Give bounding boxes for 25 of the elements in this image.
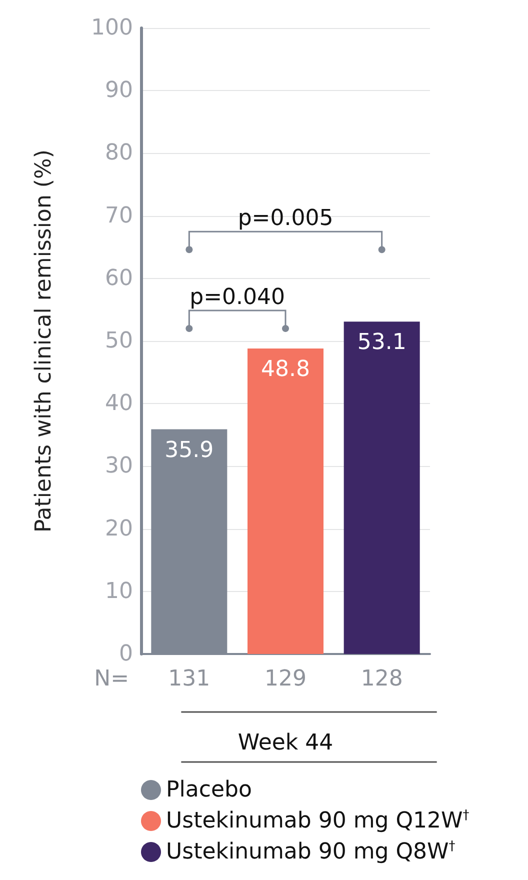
- y-tick-label: 0: [119, 642, 133, 666]
- legend-label: Ustekinumab 90 mg Q8W†: [166, 839, 456, 864]
- x-tick-label: 128: [360, 666, 403, 692]
- y-tick-label: 30: [105, 454, 133, 479]
- x-tick-label: 131: [168, 666, 210, 692]
- data-label: 35.9: [164, 438, 214, 463]
- data-label: 53.1: [357, 330, 406, 356]
- y-axis-title: Patients with clinical remission (%): [32, 150, 56, 532]
- y-tick-label: 80: [105, 140, 133, 166]
- y-tick-label: 100: [91, 16, 133, 40]
- legend-label: Ustekinumab 90 mg Q12W†: [166, 808, 470, 834]
- x-tick-label: 129: [264, 666, 306, 692]
- y-tick-label: 70: [105, 203, 133, 228]
- annotation: p=0.040: [190, 285, 286, 310]
- y-tick-label: 10: [105, 578, 133, 604]
- y-tick-label: 60: [105, 266, 133, 291]
- legend-label: Placebo: [166, 778, 252, 802]
- text: N=: [94, 666, 130, 692]
- y-tick-label: 40: [105, 391, 133, 416]
- data-label: 48.8: [261, 357, 310, 382]
- y-tick-label: 50: [105, 328, 133, 354]
- y-tick-label: 20: [105, 516, 133, 542]
- annotation: p=0.005: [238, 206, 334, 232]
- x-axis-title: Week 44: [238, 730, 334, 756]
- y-tick-label: 90: [105, 78, 133, 104]
